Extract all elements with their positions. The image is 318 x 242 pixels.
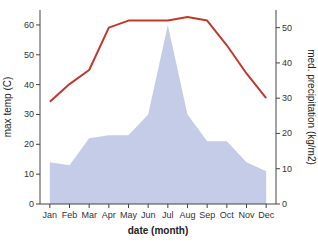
y-axis-label: max temp (C)	[2, 77, 13, 138]
area	[50, 25, 266, 204]
y-tick-label: 40	[24, 80, 34, 90]
y-tick	[36, 174, 40, 175]
x-tick-label: Sep	[199, 210, 215, 220]
plot-area	[50, 17, 266, 204]
x-tick	[266, 204, 267, 208]
y2-tick	[276, 168, 280, 169]
x-tick-label: Oct	[220, 210, 235, 220]
y2-tick-label: 50	[282, 23, 292, 33]
x-tick-label: Jul	[162, 210, 174, 220]
y2-tick	[276, 98, 280, 99]
x-axis-label: date (month)	[128, 225, 189, 236]
x-tick-label: Nov	[238, 210, 255, 220]
y2-axis-line	[276, 10, 277, 204]
x-tick-label: Feb	[62, 210, 78, 220]
y2-tick-label: 10	[282, 164, 292, 174]
x-tick	[246, 204, 247, 208]
y2-tick-label: 20	[282, 128, 292, 138]
y-tick-label: 0	[29, 199, 34, 209]
y2-tick	[276, 133, 280, 134]
x-tick	[128, 204, 129, 208]
y-tick	[36, 84, 40, 85]
x-axis-line	[40, 204, 276, 205]
y2-tick-label: 30	[282, 93, 292, 103]
x-tick-label: Apr	[102, 210, 116, 220]
y-tick-label: 30	[24, 109, 34, 119]
x-tick	[69, 204, 70, 208]
x-tick	[226, 204, 227, 208]
x-tick	[207, 204, 208, 208]
y-tick	[36, 144, 40, 145]
y-tick	[36, 114, 40, 115]
x-tick-label: Dec	[258, 210, 275, 220]
chart: 010203040506001020304050JanFebMarAprMayJ…	[0, 0, 318, 242]
x-tick	[89, 204, 90, 208]
x-tick	[167, 204, 168, 208]
y-axis-line	[40, 10, 41, 204]
y-tick	[36, 54, 40, 55]
x-tick-label: Jan	[43, 210, 58, 220]
y2-tick	[276, 62, 280, 63]
x-tick	[187, 204, 188, 208]
line	[50, 17, 266, 102]
y2-tick-label: 0	[282, 199, 287, 209]
y2-tick	[276, 27, 280, 28]
y-tick	[36, 204, 40, 205]
y-tick	[36, 24, 40, 25]
x-tick	[108, 204, 109, 208]
x-tick-label: Aug	[179, 210, 195, 220]
y-tick-label: 50	[24, 50, 34, 60]
y2-tick	[276, 204, 280, 205]
y2-tick-label: 40	[282, 58, 292, 68]
x-tick-label: Jun	[141, 210, 156, 220]
x-tick	[148, 204, 149, 208]
x-tick	[49, 204, 50, 208]
x-tick-label: May	[120, 210, 138, 220]
y-tick-label: 60	[24, 20, 34, 30]
x-tick-label: Mar	[81, 210, 97, 220]
y-tick-label: 20	[24, 139, 34, 149]
y-tick-label: 10	[24, 169, 34, 179]
y2-axis-label: med. precipitation (kg/m2)	[306, 49, 317, 165]
